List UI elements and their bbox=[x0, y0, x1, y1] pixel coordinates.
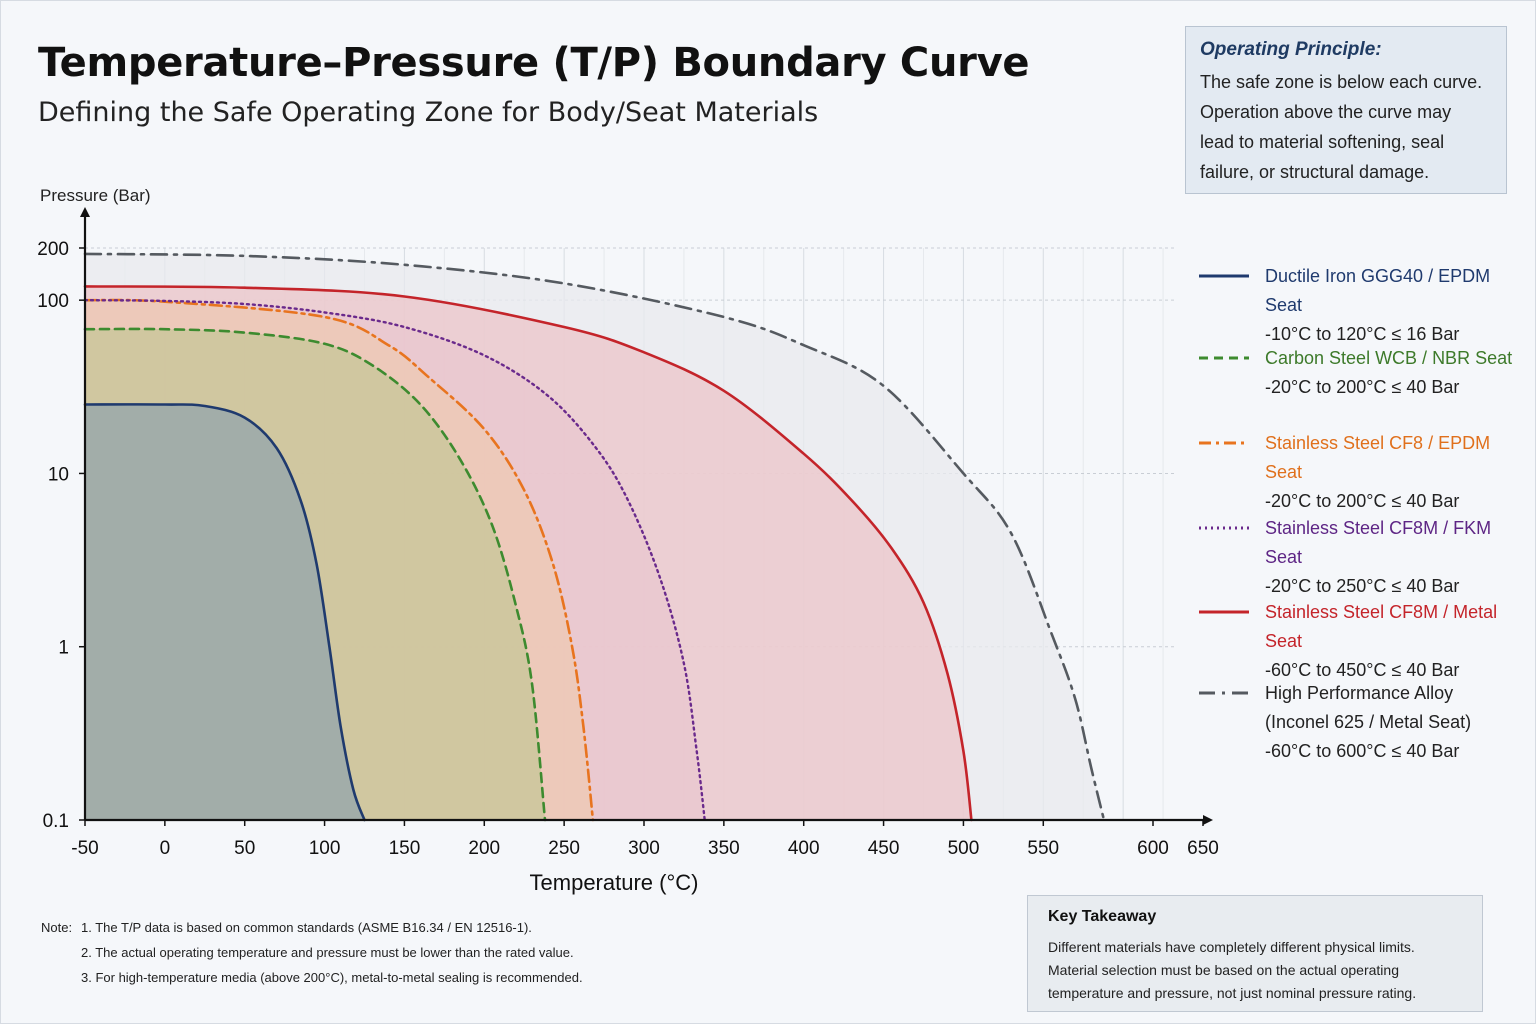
note-item: 1. The T/P data is based on common stand… bbox=[81, 920, 532, 935]
operating-principle-box: Operating Principle: The safe zone is be… bbox=[1185, 26, 1507, 194]
boundary-curves bbox=[83, 252, 1106, 822]
legend-text: High Performance Alloy (Inconel 625 / Me… bbox=[1265, 679, 1471, 766]
y-axis-label: Pressure (Bar) bbox=[40, 186, 151, 205]
x-tick-label: 300 bbox=[628, 838, 660, 859]
legend-series-name: High Performance Alloy bbox=[1265, 683, 1454, 703]
y-tick-label: 200 bbox=[37, 239, 69, 260]
legend-series-range: -60°C to 600°C ≤ 40 Bar bbox=[1265, 741, 1460, 761]
x-tick-label: 200 bbox=[468, 838, 500, 859]
legend-text: Ductile Iron GGG40 / EPDM Seat -10°C to … bbox=[1265, 262, 1528, 349]
takeaway-line: temperature and pressure, not just nomin… bbox=[1048, 985, 1417, 1001]
x-tick-label: 100 bbox=[309, 838, 341, 859]
y-tick-label: 1 bbox=[58, 638, 69, 659]
legend-swatch-line bbox=[1199, 691, 1249, 695]
principle-title: Operating Principle: bbox=[1200, 39, 1382, 60]
x-tick-label: 0 bbox=[160, 838, 171, 859]
safe-zone-fill bbox=[85, 404, 365, 820]
safe-zone-fills bbox=[85, 253, 1104, 821]
x-tick-label: 550 bbox=[1027, 838, 1059, 859]
legend-swatch bbox=[1198, 441, 1250, 445]
legend-swatch-line bbox=[1199, 356, 1249, 360]
takeaway-title: Key Takeaway bbox=[1048, 908, 1157, 925]
legend-swatch-line bbox=[1199, 526, 1249, 530]
x-tick-label: 500 bbox=[948, 838, 980, 859]
boundary-curve-3 bbox=[83, 299, 706, 822]
x-tick-label: 600 bbox=[1137, 838, 1169, 859]
legend-series-range: -20°C to 200°C ≤ 40 Bar bbox=[1265, 377, 1460, 397]
note-item: 3. For high-temperature media (above 200… bbox=[81, 970, 583, 985]
x-tick-label: 150 bbox=[389, 838, 421, 859]
legend-series-name: Stainless Steel CF8M / Metal Seat bbox=[1265, 602, 1498, 651]
x-axis-label: Temperature (°C) bbox=[530, 870, 699, 895]
principle-body: The safe zone is below each curve. Opera… bbox=[1200, 67, 1492, 187]
x-tick-label: 650 bbox=[1187, 838, 1219, 859]
legend-series-name: Carbon Steel WCB / NBR Seat bbox=[1265, 348, 1513, 368]
boundary-curve-0 bbox=[83, 403, 366, 822]
legend-series-range: -20°C to 250°C ≤ 40 Bar bbox=[1265, 576, 1460, 596]
page-subtitle: Defining the Safe Operating Zone for Bod… bbox=[38, 97, 819, 128]
legend-swatch bbox=[1198, 356, 1250, 360]
legend-series-name: Stainless Steel CF8 / EPDM Seat bbox=[1265, 433, 1491, 482]
legend-text: Carbon Steel WCB / NBR Seat -20°C to 200… bbox=[1265, 344, 1512, 402]
legend-swatch-line bbox=[1199, 610, 1249, 614]
y-tick-label: 100 bbox=[37, 291, 69, 312]
y-tick-label: 10 bbox=[48, 464, 69, 485]
legend-series-range: -20°C to 200°C ≤ 40 Bar bbox=[1265, 491, 1460, 511]
legend-swatch-line bbox=[1199, 274, 1249, 278]
boundary-curve-4 bbox=[83, 285, 973, 822]
x-tick-label: -50 bbox=[71, 838, 98, 859]
legend-swatch bbox=[1198, 691, 1250, 695]
x-tick-label: 400 bbox=[788, 838, 820, 859]
boundary-curve-5 bbox=[83, 252, 1106, 822]
legend-text: Stainless Steel CF8 / EPDM Seat -20°C to… bbox=[1265, 429, 1528, 516]
legend-swatch bbox=[1198, 274, 1250, 278]
takeaway-line: Material selection must be based on the … bbox=[1048, 962, 1399, 978]
axes: -50 0 50 100 150 200 250 300 350 400 450 500 550 600 6… bbox=[37, 207, 1219, 859]
legend-swatch bbox=[1198, 610, 1250, 614]
legend-series-name: Stainless Steel CF8M / FKM Seat bbox=[1265, 518, 1492, 567]
x-tick-label: 50 bbox=[234, 838, 255, 859]
x-tick-label: 350 bbox=[708, 838, 740, 859]
takeaway-line: Different materials have completely diff… bbox=[1048, 939, 1415, 955]
takeaway-body: Different materials have completely diff… bbox=[1048, 936, 1462, 1005]
boundary-curve-1 bbox=[83, 327, 547, 822]
x-tick-label: 450 bbox=[868, 838, 900, 859]
notes-label: Note: bbox=[41, 920, 73, 935]
x-tick-label: 250 bbox=[548, 838, 580, 859]
legend-swatch bbox=[1198, 526, 1250, 530]
y-tick-label: 0.1 bbox=[43, 811, 69, 832]
principle-line: Operation above the curve may bbox=[1200, 102, 1452, 122]
legend-series-name: Ductile Iron GGG40 / EPDM Seat bbox=[1265, 266, 1491, 315]
boundary-curve-2 bbox=[83, 298, 595, 822]
principle-line: The safe zone is below each curve. bbox=[1200, 72, 1483, 92]
principle-line: failure, or structural damage. bbox=[1200, 162, 1430, 182]
note-item: 2. The actual operating temperature and … bbox=[81, 945, 574, 960]
principle-line: lead to material softening, seal bbox=[1200, 132, 1445, 152]
legend-series-range: -10°C to 120°C ≤ 16 Bar bbox=[1265, 324, 1460, 344]
legend-series-name-line2: (Inconel 625 / Metal Seat) bbox=[1265, 712, 1472, 732]
legend-series-range: -60°C to 450°C ≤ 40 Bar bbox=[1265, 660, 1460, 680]
legend-text: Stainless Steel CF8M / FKM Seat -20°C to… bbox=[1265, 514, 1528, 601]
key-takeaway-box: Key Takeaway Different materials have co… bbox=[1027, 895, 1483, 1012]
legend-swatch-line bbox=[1199, 441, 1249, 445]
page-title: Temperature–Pressure (T/P) Boundary Curv… bbox=[38, 40, 1030, 86]
legend-text: Stainless Steel CF8M / Metal Seat -60°C … bbox=[1265, 598, 1528, 685]
